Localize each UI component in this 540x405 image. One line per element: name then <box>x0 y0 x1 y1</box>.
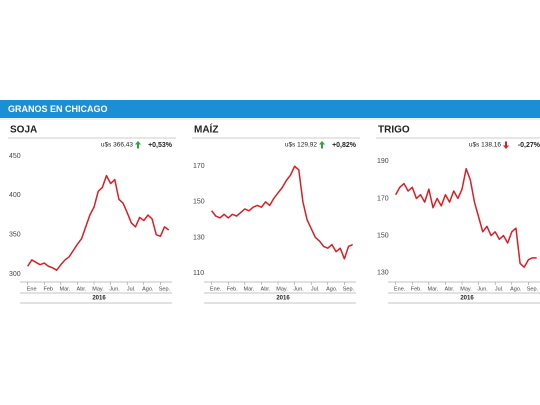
x-tick-label: Feb. <box>227 286 238 292</box>
chart-title: MAÍZ <box>194 123 218 136</box>
price-line <box>27 174 170 271</box>
y-tick-label: 300 <box>9 271 21 278</box>
y-tick-label: 170 <box>377 195 389 202</box>
y-tick-label: 130 <box>377 270 389 277</box>
x-tick-label: Ago. <box>510 286 522 292</box>
x-tick-label: Ago. <box>142 286 154 292</box>
x-tick-label: Ene. <box>210 286 222 292</box>
x-tick-label: May. <box>460 286 472 292</box>
x-tick-label: Ene. <box>394 286 406 292</box>
y-tick-label: 400 <box>9 192 21 199</box>
y-tick-label: 150 <box>377 232 389 239</box>
x-tick-label: Abr. <box>445 286 455 292</box>
x-tick-label: Mar. <box>59 286 70 292</box>
x-tick-label: Abr. <box>261 286 271 292</box>
x-tick-label: May. <box>276 286 288 292</box>
y-tick-label: 150 <box>193 199 205 206</box>
x-tick-label: Ene <box>27 286 37 292</box>
change: -0,27% <box>518 142 540 149</box>
x-tick-label: Mar. <box>243 286 254 292</box>
y-tick-label: 350 <box>9 232 21 239</box>
x-tick-label: Jul. <box>127 286 136 292</box>
change: +0,82% <box>332 142 357 149</box>
price: u$s 138,16 <box>469 142 502 149</box>
x-axis-label: 2016 <box>92 296 106 302</box>
chart-title: SOJA <box>10 125 37 136</box>
x-tick-label: Sep. <box>159 286 171 292</box>
direction-arrow <box>135 141 141 149</box>
header-bar <box>0 100 540 118</box>
header-title: GRANOS EN CHICAGO <box>8 104 108 114</box>
price-line <box>211 165 353 260</box>
x-tick-label: Jul. <box>495 286 504 292</box>
x-tick-label: Sep. <box>343 286 355 292</box>
x-tick-label: Ago. <box>326 286 338 292</box>
x-tick-label: Feb <box>44 286 53 292</box>
price: u$s 366,43 <box>101 142 134 149</box>
x-tick-label: Mar. <box>427 286 438 292</box>
x-tick-label: Jun. <box>477 286 488 292</box>
y-tick-label: 110 <box>193 270 204 277</box>
x-tick-label: Feb. <box>411 286 422 292</box>
y-tick-label: 130 <box>193 234 205 241</box>
y-tick-label: 450 <box>9 153 21 160</box>
direction-arrow <box>319 141 325 149</box>
y-tick-label: 170 <box>193 163 205 170</box>
x-tick-label: Jun. <box>109 286 120 292</box>
x-axis-label: 2016 <box>276 296 290 302</box>
x-tick-label: Jul. <box>311 286 320 292</box>
x-axis-label: 2016 <box>460 296 474 302</box>
x-tick-label: May. <box>92 286 104 292</box>
price: u$s 129,92 <box>285 142 318 149</box>
change: +0,53% <box>148 142 173 149</box>
price-line <box>395 167 537 268</box>
x-tick-label: Jun. <box>293 286 304 292</box>
chart-title: TRIGO <box>378 125 410 136</box>
x-tick-label: Abr. <box>77 286 87 292</box>
direction-arrow <box>503 141 509 149</box>
x-tick-label: Sep. <box>527 286 539 292</box>
y-tick-label: 190 <box>377 158 389 165</box>
